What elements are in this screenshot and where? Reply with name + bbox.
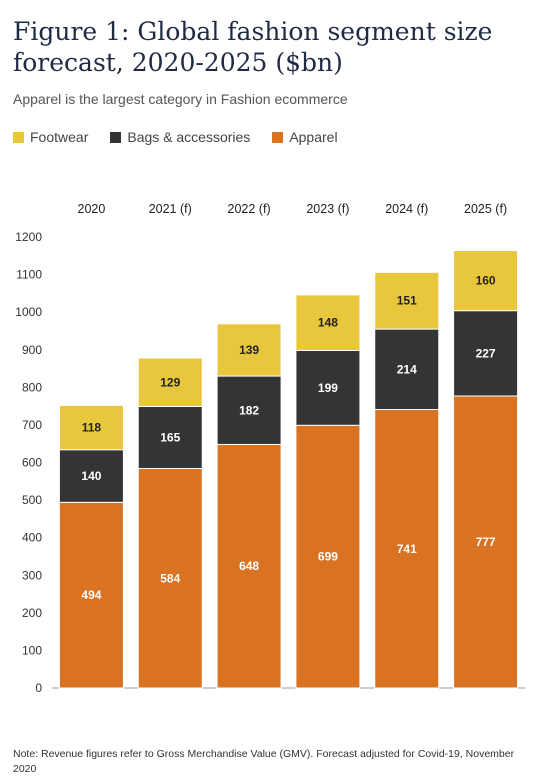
category-label: 2020: [78, 202, 106, 216]
data-label: 227: [476, 346, 496, 360]
bar-segment-bags-accessories: [216, 375, 282, 445]
data-label: 139: [239, 343, 259, 357]
bar-segment-apparel: [137, 468, 203, 689]
bar-segment-apparel: [374, 409, 440, 689]
bar-segment-footwear: [295, 294, 361, 352]
bar-segment-footwear: [374, 271, 440, 330]
data-label: 118: [82, 421, 102, 435]
data-label: 199: [318, 381, 338, 395]
legend-label: Footwear: [30, 129, 89, 145]
legend-swatch: [13, 131, 24, 143]
stacked-bar-chart: 0 100 200 300 400 500 600 700 800 900 1000 1100 1200…: [15, 202, 525, 695]
y-tick-label: 500: [22, 493, 42, 507]
y-tick-label: 900: [22, 343, 42, 357]
y-tick-label: 600: [22, 456, 42, 470]
data-label: 648: [239, 559, 259, 573]
y-tick-label: 700: [22, 418, 42, 432]
category-label: 2023 (f): [306, 202, 349, 216]
data-label: 494: [81, 588, 101, 602]
legend-item-bags-accessories: Bags & accessories: [110, 129, 250, 145]
data-label: 699: [318, 550, 338, 564]
bar-segment-bags-accessories: [374, 328, 440, 411]
legend-item-footwear: Footwear: [13, 129, 88, 145]
bar-segment-footwear: [216, 323, 282, 377]
bar-segment-apparel: [216, 443, 282, 689]
y-tick-label: 400: [22, 531, 42, 545]
data-label: 214: [397, 362, 417, 376]
legend: Footwear Bags & accessories Apparel: [13, 129, 338, 145]
data-label: 160: [476, 274, 496, 288]
data-label: 165: [160, 431, 180, 445]
legend-swatch: [110, 131, 122, 143]
category-label: 2025 (f): [464, 202, 507, 216]
chart-title: Figure 1: Global fashion segment size fo…: [13, 17, 493, 77]
data-label: 148: [318, 316, 338, 330]
y-tick-label: 100: [22, 643, 42, 657]
category-label: 2022 (f): [228, 202, 271, 216]
bar-segment-footwear: [137, 357, 203, 408]
category-label: 2024 (f): [385, 202, 428, 216]
bar-segment-apparel: [58, 501, 124, 689]
y-tick-label: 800: [22, 380, 42, 394]
data-label: 151: [397, 294, 417, 308]
data-label: 741: [397, 542, 417, 556]
legend-label: Bags & accessories: [127, 129, 251, 145]
data-label: 777: [476, 535, 496, 549]
data-label: 182: [239, 403, 259, 417]
legend-label: Apparel: [289, 129, 338, 145]
data-label: 140: [81, 469, 101, 483]
bar-segment-bags-accessories: [453, 310, 519, 397]
footnote: Note: Revenue figures refer to Gross Mer…: [13, 748, 515, 775]
data-label: 129: [160, 375, 180, 389]
bar-segment-footwear: [58, 404, 124, 451]
bar-segment-bags-accessories: [295, 350, 361, 426]
y-tick-label: 300: [22, 568, 42, 582]
y-tick-label: 0: [35, 681, 42, 695]
y-tick-label: 1200: [15, 230, 42, 244]
data-label: 584: [160, 571, 180, 585]
bar-segment-bags-accessories: [137, 406, 203, 470]
legend-item-apparel: Apparel: [272, 129, 338, 145]
y-tick-label: 1000: [15, 305, 42, 319]
chart-subtitle: Apparel is the largest category in Fashi…: [13, 91, 348, 107]
y-tick-label: 1100: [16, 268, 42, 282]
legend-swatch: [272, 131, 284, 143]
y-tick-label: 200: [22, 606, 42, 620]
bar-segment-footwear: [453, 250, 519, 312]
category-label: 2021 (f): [149, 202, 192, 216]
bar-segment-apparel: [295, 424, 361, 689]
